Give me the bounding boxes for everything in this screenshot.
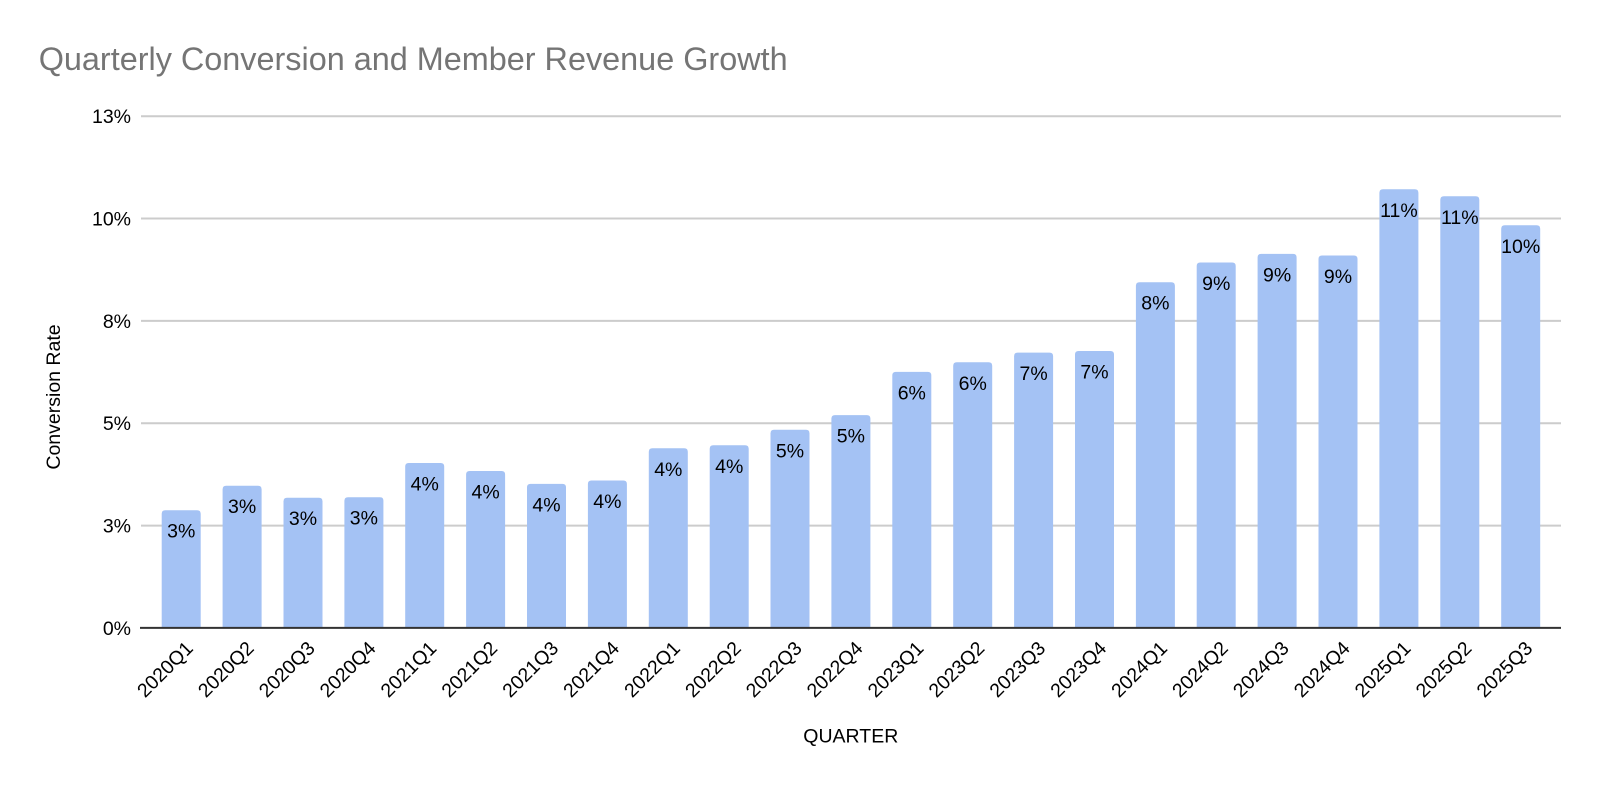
svg-text:4%: 4% — [593, 491, 621, 513]
svg-text:8%: 8% — [103, 311, 131, 333]
svg-text:5%: 5% — [103, 413, 131, 435]
svg-text:5%: 5% — [837, 426, 865, 448]
svg-text:6%: 6% — [898, 382, 926, 404]
svg-text:7%: 7% — [1020, 363, 1048, 385]
svg-text:9%: 9% — [1202, 273, 1230, 295]
svg-text:6%: 6% — [959, 373, 987, 395]
svg-text:8%: 8% — [1141, 293, 1169, 315]
svg-text:5%: 5% — [776, 440, 804, 462]
svg-text:3%: 3% — [350, 508, 378, 530]
svg-text:9%: 9% — [1324, 266, 1352, 288]
svg-text:3%: 3% — [103, 516, 131, 538]
svg-text:Conversion Rate: Conversion Rate — [43, 324, 65, 469]
svg-text:4%: 4% — [411, 474, 439, 496]
svg-text:4%: 4% — [532, 494, 560, 516]
svg-text:10%: 10% — [92, 209, 131, 231]
svg-text:10%: 10% — [1501, 236, 1540, 258]
svg-text:3%: 3% — [228, 496, 256, 518]
svg-text:11%: 11% — [1441, 207, 1479, 229]
svg-text:QUARTER: QUARTER — [803, 725, 898, 747]
svg-text:4%: 4% — [715, 456, 743, 478]
svg-text:Quarterly Conversion and Membe: Quarterly Conversion and Member Revenue … — [39, 41, 788, 77]
svg-text:3%: 3% — [167, 521, 195, 543]
svg-text:4%: 4% — [472, 482, 500, 504]
svg-text:0%: 0% — [103, 618, 131, 640]
svg-text:7%: 7% — [1080, 362, 1108, 384]
svg-text:11%: 11% — [1380, 200, 1418, 222]
svg-text:4%: 4% — [654, 459, 682, 481]
svg-text:9%: 9% — [1263, 264, 1291, 286]
svg-text:13%: 13% — [92, 106, 131, 128]
svg-text:3%: 3% — [289, 508, 317, 530]
